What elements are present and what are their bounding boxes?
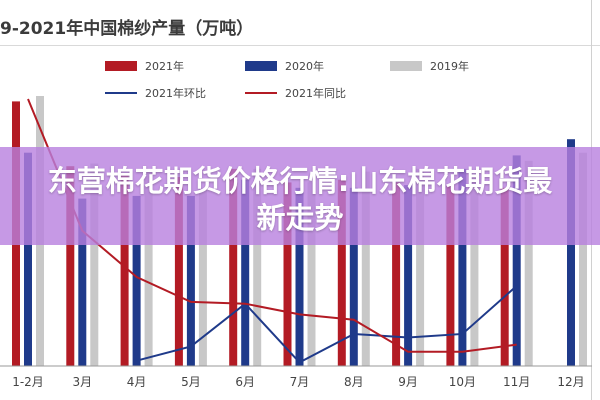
bar-1-5	[295, 187, 304, 366]
bar-2-4	[253, 168, 262, 366]
bar-2-2	[144, 171, 153, 366]
bar-1-1	[78, 198, 87, 366]
x-tick-label: 1-2月	[12, 375, 44, 389]
legend-label: 2019年	[430, 59, 469, 73]
x-tick-label: 11月	[503, 375, 530, 389]
bar-2-10	[579, 152, 587, 366]
chart-lines	[27, 98, 518, 364]
bar-0-4	[229, 168, 238, 366]
x-tick-label: 10月	[449, 375, 476, 389]
x-tick-label: 5月	[181, 375, 201, 389]
banner-title: 东营棉花期货价格行情:山东棉花期货最新走势	[47, 164, 553, 235]
series-line-0	[136, 285, 518, 364]
legend-label: 2021年同比	[285, 86, 346, 100]
bar-2-1	[90, 163, 99, 366]
x-tick-label: 7月	[290, 375, 310, 389]
bar-0-1	[66, 166, 75, 366]
legend-label: 2020年	[285, 59, 324, 73]
bar-1-3	[186, 195, 195, 366]
x-tick-label: 9月	[398, 375, 418, 389]
bar-0-7	[392, 182, 401, 366]
bar-2-9	[524, 160, 533, 366]
bar-0-8	[446, 185, 455, 366]
bar-2-5	[307, 182, 316, 366]
title-banner	[0, 147, 600, 245]
x-tick-label: 4月	[127, 375, 147, 389]
x-tick-label: 12月	[557, 375, 584, 389]
bar-0-2	[120, 174, 129, 366]
x-tick-label: 8月	[344, 375, 364, 389]
bar-1-6	[349, 187, 358, 366]
bar-1-7	[404, 185, 413, 366]
chart-x-axis: 1-2月 3月 4月 5月 6月 7月 8月 9月 10月 11月 12月	[0, 365, 592, 389]
bar-1-8	[458, 168, 467, 366]
bar-0-3	[174, 177, 183, 366]
chart-title: 9-2021年中国棉纱产量（万吨）	[0, 19, 254, 39]
bar-2-7	[416, 168, 425, 366]
legend-label: 2021年	[145, 59, 184, 73]
bar-1-9	[512, 155, 521, 366]
title-divider	[0, 45, 600, 46]
bar-1-4	[241, 179, 250, 366]
bar-1-10	[567, 139, 575, 366]
x-tick-label: 6月	[235, 375, 255, 389]
bar-0-5	[283, 182, 292, 366]
bar-2-8	[470, 174, 479, 366]
legend-swatch-2	[390, 61, 422, 71]
bar-0-6	[337, 179, 346, 366]
bar-1-2	[132, 195, 141, 366]
chart-legend: 2021年 2020年 2019年 2021年环比 2021年同比	[105, 59, 469, 100]
series-line-1	[27, 98, 517, 353]
bar-2-3	[198, 187, 207, 366]
legend-swatch-1	[245, 61, 277, 71]
legend-label: 2021年环比	[145, 86, 206, 100]
bar-1-0	[24, 152, 32, 366]
bar-2-6	[361, 171, 370, 366]
bar-0-9	[500, 187, 509, 366]
legend-swatch-0	[105, 61, 137, 71]
x-tick-label: 3月	[72, 375, 92, 389]
